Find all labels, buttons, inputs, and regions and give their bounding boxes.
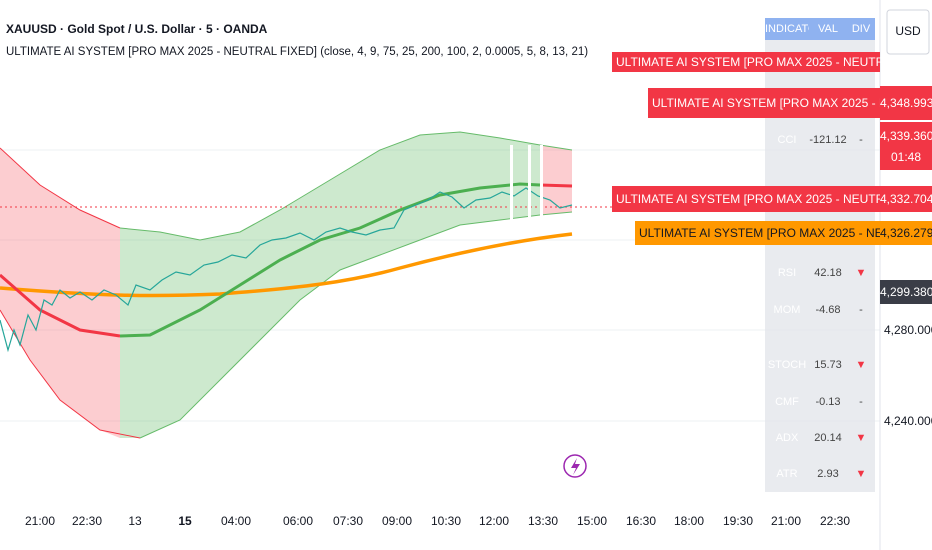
time-axis-label: 15:00	[576, 514, 608, 528]
time-axis-label: 21:00	[24, 514, 56, 528]
time-axis-label: 10:30	[430, 514, 462, 528]
price-line	[0, 187, 573, 353]
time-axis-label: 15	[178, 514, 192, 528]
countdown: 01:48	[880, 148, 932, 170]
bullish-band	[120, 132, 540, 438]
currency-button[interactable]: USD	[895, 24, 921, 38]
basis-line	[0, 273, 121, 338]
time-axis-label: 07:30	[332, 514, 364, 528]
time-axis-label: 04:00	[220, 514, 252, 528]
table-cell: 2.93	[817, 468, 839, 480]
ema-value: 4,326.279	[880, 221, 932, 245]
table-cell: -0.13	[815, 396, 841, 408]
table-cell: -	[859, 304, 863, 316]
session-breaks	[510, 145, 543, 225]
indicator-title: ULTIMATE AI SYSTEM [PRO MAX 2025 - NEUTR…	[6, 46, 589, 58]
table-cell: ▼	[855, 359, 867, 371]
time-axis-label: 13:30	[527, 514, 559, 528]
basis-line-red-right	[539, 183, 573, 188]
table-cell: -4.68	[815, 304, 841, 316]
last-price: 4,339.360	[880, 122, 932, 148]
table-cell: CMF	[775, 396, 799, 408]
upper-band-line	[119, 131, 573, 241]
time-axis-label: 09:00	[381, 514, 413, 528]
table-cell: ATR	[776, 468, 798, 480]
time-axis-label: 21:00	[770, 514, 802, 528]
price-axis-label: 4,240.000	[884, 414, 932, 428]
table-cell: MOM	[773, 304, 801, 316]
time-axis-label: 22:30	[819, 514, 851, 528]
table-cell: STOCH	[767, 359, 807, 371]
price-axis-label: 4,280.000	[884, 323, 932, 337]
ema-label: ULTIMATE AI SYSTEM [PRO MAX 2025 - NEUTR…	[635, 221, 932, 245]
lower-band-line	[139, 211, 573, 439]
time-axis-label: 06:00	[282, 514, 314, 528]
table-header: DIV	[847, 18, 875, 40]
table-header: INDICATOR	[765, 18, 809, 40]
upper-band-line-red	[0, 147, 121, 229]
table-cell: ▼	[855, 432, 867, 444]
time-axis-label: 22:30	[71, 514, 103, 528]
table-cell: ▼	[855, 267, 867, 279]
basis-label: ULTIMATE AI SYSTEM [PRO MAX 2025 - NEUTR…	[648, 88, 932, 118]
basis-value: 4,348.993	[880, 86, 932, 120]
lower-parallel-value: 4,332.704	[880, 186, 932, 212]
basis-line-green	[119, 182, 541, 338]
time-axis-label: 12:00	[478, 514, 510, 528]
table-cell: RSI	[777, 267, 797, 279]
table-cell: -	[859, 396, 863, 408]
event-icon-bolt	[571, 458, 580, 475]
grid	[0, 149, 880, 422]
table-cell: 42.18	[814, 267, 842, 279]
table-cell: 20.14	[814, 432, 842, 444]
table-cell: 15.73	[814, 359, 842, 371]
bearish-band-right	[540, 145, 572, 215]
lower-parallel-label: ULTIMATE AI SYSTEM [PRO MAX 2025 - NEUTR…	[612, 186, 932, 212]
time-axis-label: 16:30	[625, 514, 657, 528]
upper-parallel-label: ULTIMATE AI SYSTEM [PRO MAX 2025 - NEUTR…	[612, 52, 932, 72]
table-cell: -	[859, 134, 863, 146]
table-header: VAL	[809, 18, 847, 40]
table-cell: ▼	[855, 468, 867, 480]
currency-button-frame	[886, 9, 930, 55]
time-axis-label: 19:30	[722, 514, 754, 528]
table-cell: -121.12	[809, 134, 847, 146]
crosshair-price: 4,299.380	[880, 280, 932, 304]
symbol-title: XAUUSD · Gold Spot / U.S. Dollar · 5 · O…	[6, 22, 268, 36]
time-axis-label: 13	[128, 514, 142, 528]
table-cell: CCI	[777, 134, 797, 146]
time-axis-label: 18:00	[673, 514, 705, 528]
table-cell: ADX	[775, 432, 799, 444]
